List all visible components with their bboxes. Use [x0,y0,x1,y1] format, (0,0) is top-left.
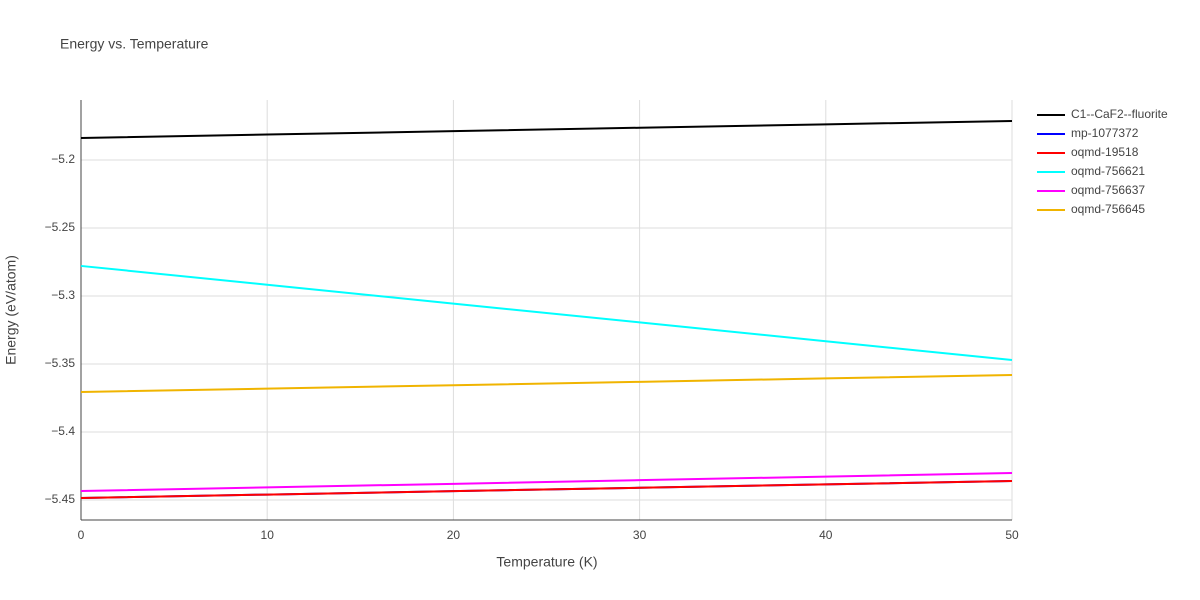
x-axis-label: Temperature (K) [496,554,597,570]
legend-label: oqmd-756637 [1071,183,1145,197]
x-tick-label: 10 [261,528,275,542]
x-tick-label: 20 [447,528,461,542]
y-tick-label: −5.4 [51,424,75,438]
legend-label: C1--CaF2--fluorite [1071,107,1168,121]
legend-label: mp-1077372 [1071,126,1139,140]
chart-title: Energy vs. Temperature [60,36,209,52]
y-tick-label: −5.25 [45,220,76,234]
x-tick-label: 40 [819,528,833,542]
y-axis-label: Energy (eV/atom) [3,255,19,365]
x-tick-label: 30 [633,528,647,542]
y-tick-label: −5.45 [45,492,76,506]
series-line [80,119,1013,139]
series-line [80,374,1013,394]
legend-label: oqmd-756645 [1071,202,1145,216]
series-line [80,264,1013,362]
y-tick-label: −5.35 [45,356,76,370]
y-tick-label: −5.2 [51,152,75,166]
y-tick-label: −5.3 [51,288,75,302]
series-line [80,471,1013,493]
x-tick-label: 0 [78,528,85,542]
legend-label: oqmd-756621 [1071,164,1145,178]
series-line [80,479,1013,499]
legend-label: oqmd-19518 [1071,145,1139,159]
x-tick-label: 50 [1005,528,1019,542]
